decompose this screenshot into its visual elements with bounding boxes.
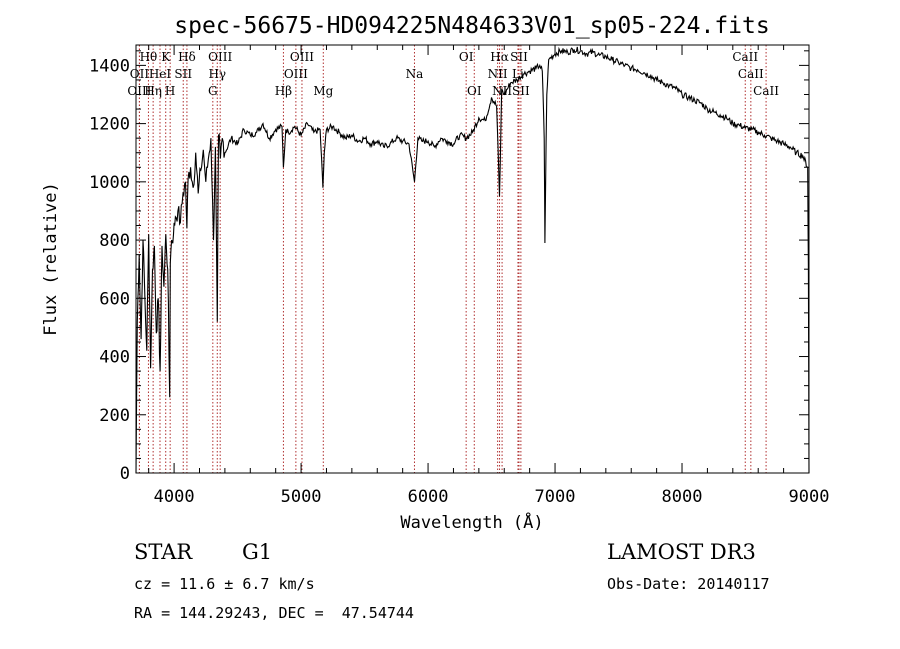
spectral-line-label: H (165, 84, 175, 98)
spectral-line-label: K (161, 50, 171, 64)
y-tick-label: 600 (99, 289, 130, 309)
spectral-line-label: CaII (738, 67, 764, 81)
x-axis-label: Wavelength (Å) (400, 511, 543, 533)
x-tick-label: 6000 (408, 487, 449, 507)
spectral-line-label: OI (459, 50, 474, 64)
spectral-line-label: Hη (144, 84, 162, 98)
spectrum-line (135, 46, 810, 474)
spectral-line-label: OI (467, 84, 482, 98)
spectral-line-label: Hα (490, 50, 509, 64)
y-tick-label: 1400 (89, 56, 130, 76)
spectral-line-label: Hβ (275, 84, 292, 98)
object-class: STAR (134, 540, 193, 564)
spectral-line-label: OII (130, 67, 150, 81)
spectral-line-label: Hθ (140, 50, 158, 64)
x-axis: 4000 5000 6000 7000 8000 9000 (148, 45, 830, 507)
spectral-line-label: CaII (753, 84, 779, 98)
spectral-line-label: SII (174, 67, 192, 81)
spectral-line-label: Hδ (178, 50, 196, 64)
spectral-line-label: OIII (127, 84, 151, 98)
spectral-line-labels: HθOIIOIIIHηHeIKHSIIHδGHγOIIIHβOIIIOIIIMg… (127, 50, 779, 98)
spectral-line-label: HeI (149, 67, 172, 81)
y-axis-label: Flux (relative) (41, 182, 61, 336)
coordinates-text: RA = 144.29243, DEC = 47.54744 (134, 604, 414, 622)
spectral-line-label: OIII (208, 50, 232, 64)
x-tick-label: 8000 (662, 487, 703, 507)
obs-date: Obs-Date: 20140117 (607, 575, 770, 593)
y-tick-label: 1200 (89, 115, 130, 135)
spectral-line-label: Li (512, 67, 524, 81)
y-tick-label: 400 (99, 348, 130, 368)
plot-frame (135, 44, 810, 474)
object-subclass: G1 (242, 540, 273, 564)
spectral-line-label: Mg (313, 84, 333, 98)
spectral-line-label: OIII (290, 50, 314, 64)
y-tick-label: 0 (120, 464, 130, 484)
redshift-text: cz = 11.6 ± 6.7 km/s (134, 575, 315, 593)
y-tick-label: 200 (99, 406, 130, 426)
x-tick-label: 5000 (281, 487, 322, 507)
spectral-line-label: SII (510, 50, 528, 64)
y-axis: 0 200 400 600 800 1000 1200 1400 (89, 50, 809, 484)
spectral-line-label: CaII (732, 50, 758, 64)
spectral-line-markers (138, 45, 767, 473)
x-tick-label: 4000 (154, 487, 195, 507)
spectral-line-label: G (208, 84, 218, 98)
spectral-line-label: OIII (284, 67, 308, 81)
spectral-line-label: NII (488, 67, 508, 81)
chart-title: spec-56675-HD094225N484633V01_sp05-224.f… (174, 13, 769, 39)
survey-name: LAMOST DR3 (607, 540, 756, 564)
x-tick-label: 7000 (535, 487, 576, 507)
y-tick-label: 1000 (89, 173, 130, 193)
spectral-line-label: SII (512, 84, 530, 98)
spectral-line-label: Hγ (208, 67, 226, 81)
x-tick-label: 9000 (789, 487, 830, 507)
spectral-line-label: Na (406, 67, 424, 81)
y-tick-label: 800 (99, 231, 130, 251)
